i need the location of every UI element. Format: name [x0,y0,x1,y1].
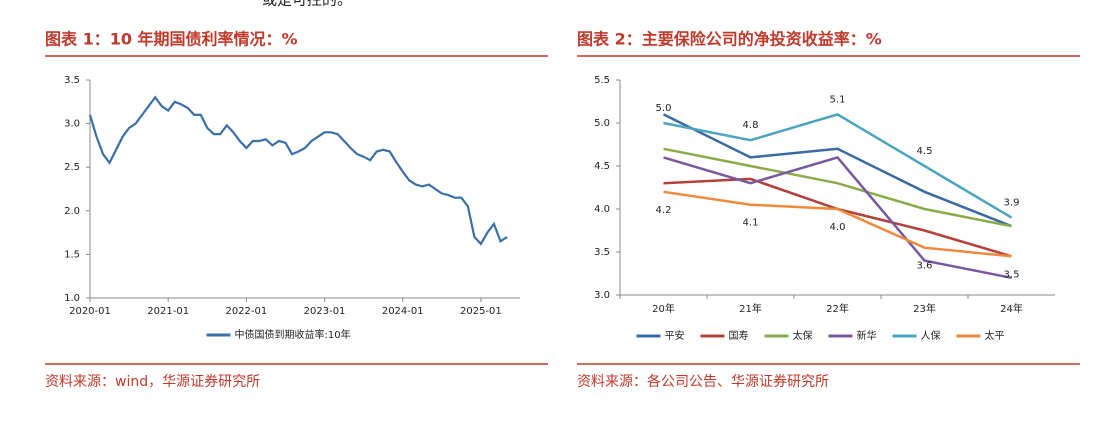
x-tick-label: 21年 [739,302,762,315]
y-tick-label: 5.5 [594,75,610,86]
y-tick-label: 4.0 [594,204,610,215]
y-tick-label: 1.5 [64,249,80,260]
data-label: 5.0 [656,103,672,114]
x-tick-label: 2023-01 [304,306,346,317]
figure-caption: 图表 2：主要保险公司的净投资收益率：% [577,30,882,49]
legend-label: 新华 [857,329,877,342]
data-label: 4.1 [743,218,759,229]
data-label: 4.5 [917,146,933,157]
y-tick-label: 4.5 [594,161,610,172]
legend-label: 太保 [793,329,813,342]
legend-label: 国寿 [729,329,749,342]
legend-label: 平安 [665,329,685,342]
x-tick-label: 24年 [1000,302,1023,315]
y-tick-label: 2.0 [64,206,80,217]
data-label: 4.0 [830,222,846,233]
x-tick-label: 22年 [826,302,849,315]
x-tick-label: 20年 [652,302,675,315]
series-line [663,190,1012,258]
figure-source: 资料来源：各公司公告、华源证券研究所 [577,374,829,390]
x-tick-label: 2024-01 [382,306,424,317]
x-tick-label: 2020-01 [69,306,111,317]
legend-label: 中债国债到期收益率:10年 [235,328,351,341]
series-line [663,177,1012,258]
x-tick-label: 2022-01 [225,306,267,317]
x-tick-label: 2021-01 [147,306,189,317]
y-tick-label: 3.0 [594,290,610,301]
y-tick-label: 2.5 [64,162,80,173]
y-tick-label: 1.0 [64,293,80,304]
data-label: 5.1 [830,94,846,105]
x-tick-label: 2025-01 [460,306,502,317]
legend-label: 太平 [985,329,1005,342]
data-label: 4.8 [743,120,759,131]
series-line [88,95,508,246]
series-line [663,147,1012,228]
series-line [663,113,1013,219]
figure-caption: 图表 1：10 年期国债利率情况：% [45,30,298,49]
y-tick-label: 3.0 [64,119,80,130]
y-tick-label: 3.5 [64,75,80,86]
series-line [662,113,1012,228]
x-tick-label: 23年 [913,302,936,315]
y-tick-label: 5.0 [594,118,610,129]
legend-label: 人保 [921,329,941,342]
header-text: 或是可控的。 [262,0,352,9]
series-line [663,155,1012,280]
data-label: 4.2 [656,205,672,216]
data-label: 3.5 [1004,269,1020,280]
y-tick-label: 3.5 [594,247,610,258]
figure-source: 资料来源：wind，华源证券研究所 [45,374,260,390]
data-label: 3.9 [1004,198,1020,209]
data-label: 3.6 [917,261,933,272]
